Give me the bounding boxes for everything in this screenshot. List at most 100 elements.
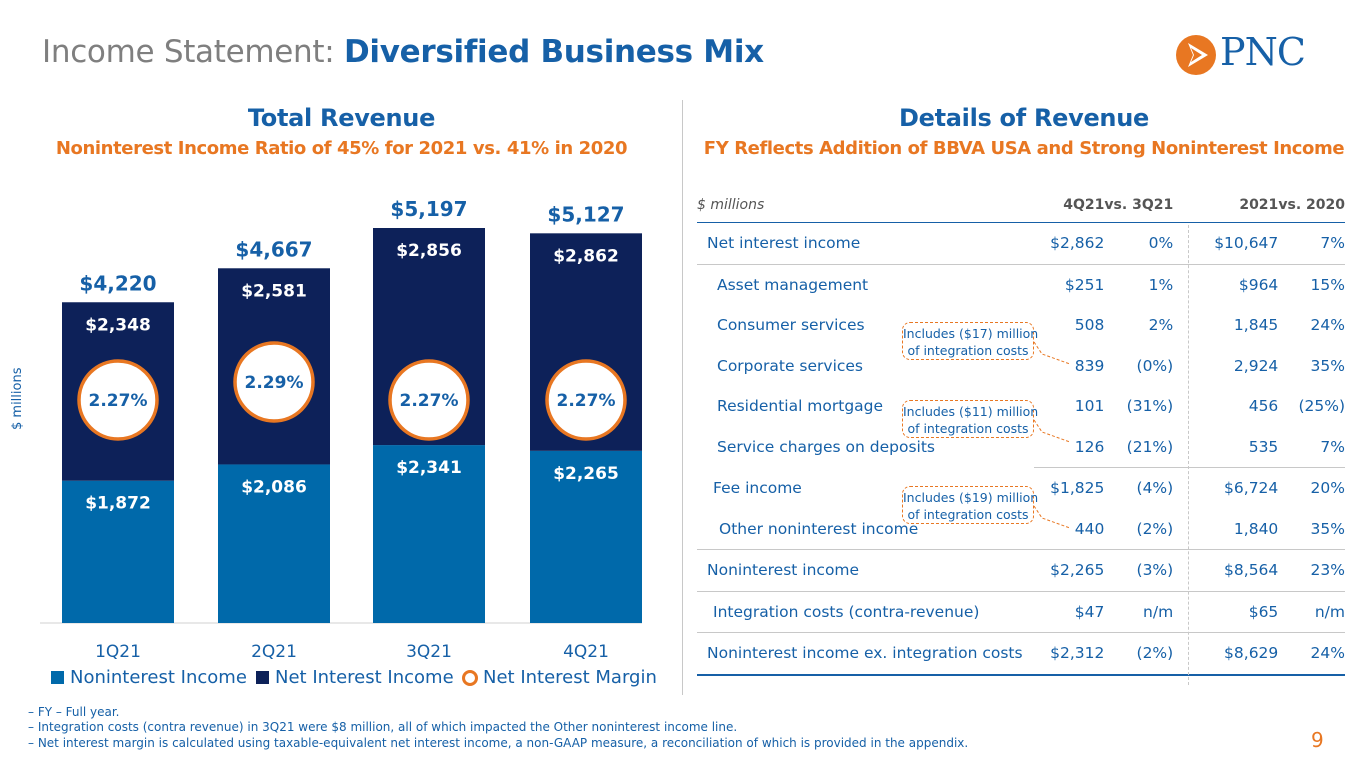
legend-swatch-margin [462,669,478,686]
header-vs-2020: vs. 2020 [1278,197,1345,213]
data-label-total: $4,667 [235,237,312,261]
row-4q21: $47 [1034,590,1105,633]
row-4q21: $251 [1034,263,1105,305]
table-header-row: $ millions 4Q21 vs. 3Q21 2021 vs. 2020 [697,188,1345,223]
row-2021: $65 [1173,590,1279,633]
row-vs-2020: 35% [1310,356,1345,375]
legend-label: Net Interest Margin [483,667,657,688]
data-label-noninterest: $1,872 [85,494,151,514]
legend-net-interest-margin: Net Interest Margin [462,667,657,688]
net-interest-margin-marker [77,359,159,441]
row-label: Service charges on deposits [717,438,935,456]
row-vs-2020: 20% [1278,467,1345,509]
row-4q21: $1,825 [1034,467,1105,509]
row-label: Noninterest income [697,549,1035,591]
row-2021: $8,564 [1173,549,1279,591]
row-2021: $964 [1173,263,1279,305]
header-4q21: 4Q21 [1063,197,1105,213]
row-vs-3q21: 1% [1104,263,1174,305]
table-column-separator [1188,225,1189,685]
row-4q21: $2,265 [1034,549,1105,591]
bar-noninterest-income [218,464,330,623]
revenue-details-table: $ millions 4Q21 vs. 3Q21 2021 vs. 2020 N… [697,188,1345,676]
data-label-net-interest: $2,856 [396,241,462,261]
table-row: Residential mortgage 101 (31%) 456 (25%) [697,386,1345,427]
row-vs-2020: 23% [1278,549,1345,591]
row-label: Asset management [697,263,1035,305]
table-row: Integration costs (contra-revenue) $47 n… [697,590,1345,633]
row-2021: 456 [1248,397,1279,416]
page-title-prefix: Income Statement: [42,34,335,70]
row-4q21: 101 [1074,397,1105,416]
legend-label: Noninterest Income [70,667,247,688]
data-label-margin: 2.27% [400,391,459,411]
data-label-total: $4,220 [79,271,156,295]
row-vs-3q21: (4%) [1104,467,1174,509]
footnote: – Integration costs (contra revenue) in … [28,720,738,735]
footnote: – FY – Full year. [28,705,120,719]
row-label: Consumer services [717,316,865,335]
callout-connectors [1033,341,1071,529]
row-label: Residential mortgage [717,397,884,416]
row-vs-3q21: (2%) [1104,632,1174,676]
callout-line: Includes ($17) million [903,326,1039,341]
callout-line: Includes ($19) million [903,490,1039,505]
bar-noninterest-income [373,445,485,623]
details-revenue-subheading: FY Reflects Addition of BBVA USA and Str… [703,138,1345,159]
table-row: Net interest income $2,862 0% $10,647 7% [697,222,1345,264]
total-revenue-heading: Total Revenue [247,104,436,132]
footnotes: – FY – Full year. – Integration costs (c… [28,705,968,751]
data-label-margin: 2.27% [557,391,616,411]
y-axis-label: $ millions [10,367,25,430]
row-4q21: 839 [1074,356,1105,375]
legend-label: Net Interest Income [275,667,454,688]
net-interest-margin-marker [545,359,627,441]
page-title: Income Statement: Diversified Business M… [42,34,764,70]
callout-residential-mortgage: Includes ($11) million of integration co… [902,400,1038,438]
row-label: Noninterest income ex. integration costs [697,632,1035,676]
callout-line: of integration costs [907,421,1029,436]
callout-line: of integration costs [907,343,1029,358]
data-label-noninterest: $2,265 [553,464,619,484]
row-label: Integration costs (contra-revenue) [697,590,1035,633]
row-label: Net interest income [697,222,1035,264]
row-vs-2020: 7% [1278,222,1345,264]
net-interest-margin-marker [233,341,315,423]
net-interest-margin-marker [388,359,470,441]
row-vs-3q21: 0% [1104,222,1174,264]
data-label-total: $5,127 [547,202,624,226]
legend-noninterest-income: Noninterest Income [51,667,247,688]
row-4q21: 440 [1074,519,1105,538]
row-2021: 1,845 [1233,316,1279,335]
callout-connector-line [1033,419,1071,443]
row-vs-3q21: n/m [1104,590,1174,633]
x-tick-label: 4Q21 [563,642,609,660]
total-revenue-chart: $1,872 $2,348 $4,220 2.27% 1Q21 $2,086 $2,581 $… [40,197,642,660]
row-vs-3q21: (2%) [1136,519,1174,538]
row-2021: $10,647 [1173,222,1279,264]
row-vs-3q21: 2% [1148,316,1174,335]
row-4q21: 508 [1074,316,1105,335]
table-row: Asset management $251 1% $964 15% [697,263,1345,305]
row-vs-2020: 24% [1278,632,1345,676]
bar-noninterest-income [530,450,642,623]
row-vs-3q21: (21%) [1126,437,1174,456]
table-row: Other noninterest income 440 (2%) 1,840 … [697,509,1345,550]
row-4q21: $2,312 [1034,632,1105,676]
data-label-margin: 2.27% [89,391,148,411]
pnc-arrow-icon [1176,35,1216,75]
row-vs-3q21: (31%) [1126,397,1174,416]
header-2021: 2021 [1239,197,1279,213]
row-2021: $8,629 [1173,632,1279,676]
callout-connector-line [1033,505,1071,529]
total-revenue-subheading: Noninterest Income Ratio of 45% for 2021… [55,138,628,159]
pnc-logo [1174,33,1334,77]
table-row: Consumer services 508 2% 1,845 24% [697,305,1345,346]
row-vs-3q21: (3%) [1104,549,1174,591]
data-label-noninterest: $2,341 [396,458,462,478]
x-tick-label: 1Q21 [95,642,141,660]
row-2021: 535 [1248,437,1279,456]
row-2021: 2,924 [1233,356,1279,375]
page-title-emphasis: Diversified Business Mix [343,34,764,70]
column-divider [682,100,683,695]
